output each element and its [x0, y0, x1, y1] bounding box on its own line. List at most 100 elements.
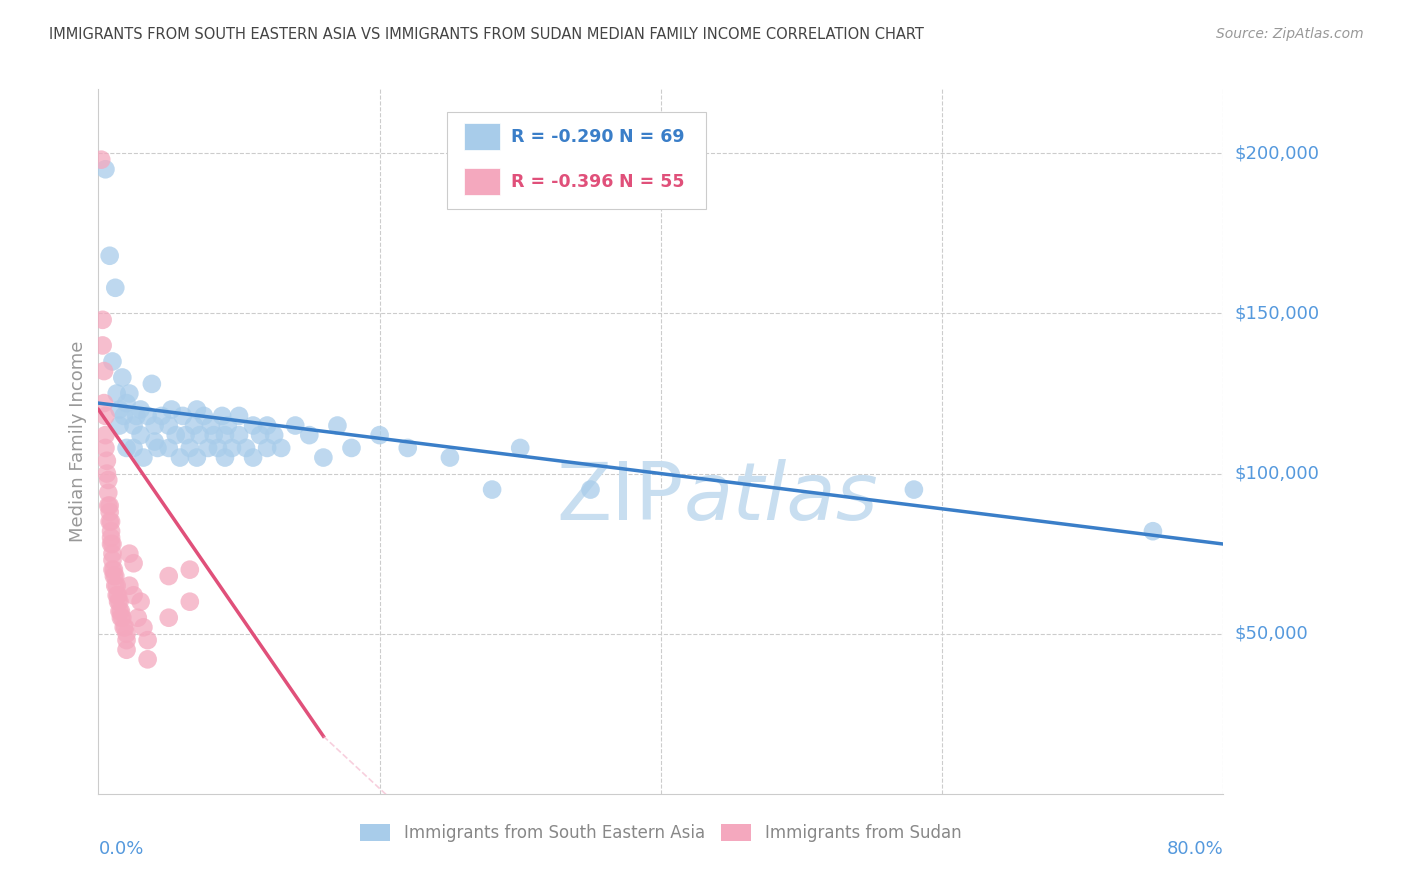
Point: [105, 588, 128, 602]
Point: [129, 402, 152, 417]
Point: [193, 409, 215, 423]
Point: [101, 553, 124, 567]
Point: [221, 441, 243, 455]
Point: [101, 563, 124, 577]
Point: [101, 547, 124, 561]
Point: [256, 418, 278, 433]
Point: [136, 409, 159, 423]
Point: [270, 441, 292, 455]
Point: [160, 402, 183, 417]
Point: [579, 483, 602, 497]
Point: [104, 569, 127, 583]
Point: [214, 428, 236, 442]
Point: [111, 370, 134, 384]
Point: [91, 313, 114, 327]
Point: [157, 418, 180, 433]
Point: [108, 418, 131, 433]
Point: [101, 537, 124, 551]
Legend: Immigrants from South Eastern Asia, Immigrants from Sudan: Immigrants from South Eastern Asia, Immi…: [354, 817, 967, 849]
Text: R = -0.396: R = -0.396: [512, 173, 613, 191]
Point: [200, 418, 222, 433]
Text: N = 69: N = 69: [619, 128, 685, 145]
Text: $50,000: $50,000: [1234, 624, 1308, 643]
Point: [183, 418, 205, 433]
Point: [112, 620, 135, 634]
Point: [439, 450, 461, 465]
Point: [157, 610, 180, 624]
Point: [118, 547, 141, 561]
Text: 80.0%: 80.0%: [1167, 839, 1223, 858]
Text: R = -0.290: R = -0.290: [512, 128, 614, 145]
Point: [97, 499, 120, 513]
Point: [174, 428, 197, 442]
Point: [141, 376, 163, 391]
Point: [100, 537, 122, 551]
Point: [94, 428, 117, 442]
Point: [214, 450, 236, 465]
Point: [284, 418, 307, 433]
Point: [125, 409, 148, 423]
Point: [104, 281, 127, 295]
Point: [146, 441, 169, 455]
Point: [340, 441, 363, 455]
Y-axis label: Median Family Income: Median Family Income: [69, 341, 87, 542]
Point: [242, 450, 264, 465]
Point: [312, 450, 335, 465]
Point: [157, 569, 180, 583]
Point: [186, 450, 208, 465]
Point: [98, 505, 121, 519]
Point: [105, 579, 128, 593]
Point: [110, 604, 132, 618]
Point: [129, 595, 152, 609]
Point: [115, 626, 138, 640]
Point: [509, 441, 531, 455]
Point: [107, 595, 129, 609]
Point: [179, 441, 201, 455]
Point: [207, 441, 229, 455]
Point: [122, 418, 145, 433]
Point: [114, 620, 136, 634]
Point: [172, 409, 194, 423]
Point: [129, 428, 152, 442]
Point: [118, 386, 141, 401]
Point: [115, 441, 138, 455]
Text: atlas: atlas: [683, 458, 879, 537]
Point: [368, 428, 391, 442]
Point: [326, 418, 349, 433]
Point: [179, 563, 201, 577]
Point: [136, 633, 159, 648]
Point: [108, 604, 131, 618]
Point: [298, 428, 321, 442]
Point: [122, 588, 145, 602]
Point: [211, 409, 233, 423]
Point: [150, 409, 173, 423]
Point: [263, 428, 285, 442]
Bar: [464, 123, 501, 150]
Point: [108, 402, 131, 417]
Point: [242, 418, 264, 433]
Point: [94, 409, 117, 423]
Point: [105, 386, 128, 401]
Text: ZIP: ZIP: [555, 458, 683, 537]
Point: [108, 595, 131, 609]
Point: [396, 441, 419, 455]
Point: [104, 579, 127, 593]
Point: [179, 595, 201, 609]
Point: [165, 428, 187, 442]
Point: [132, 620, 155, 634]
Point: [97, 473, 120, 487]
Text: Source: ZipAtlas.com: Source: ZipAtlas.com: [1216, 27, 1364, 41]
Point: [903, 483, 925, 497]
Point: [110, 610, 132, 624]
Text: IMMIGRANTS FROM SOUTH EASTERN ASIA VS IMMIGRANTS FROM SUDAN MEDIAN FAMILY INCOME: IMMIGRANTS FROM SOUTH EASTERN ASIA VS IM…: [49, 27, 924, 42]
Point: [115, 642, 138, 657]
Point: [98, 499, 121, 513]
Point: [481, 483, 503, 497]
Point: [93, 396, 115, 410]
Point: [249, 428, 271, 442]
Point: [1142, 524, 1164, 539]
FancyBboxPatch shape: [447, 112, 706, 209]
Point: [97, 485, 120, 500]
Point: [122, 556, 145, 570]
Point: [96, 467, 118, 481]
